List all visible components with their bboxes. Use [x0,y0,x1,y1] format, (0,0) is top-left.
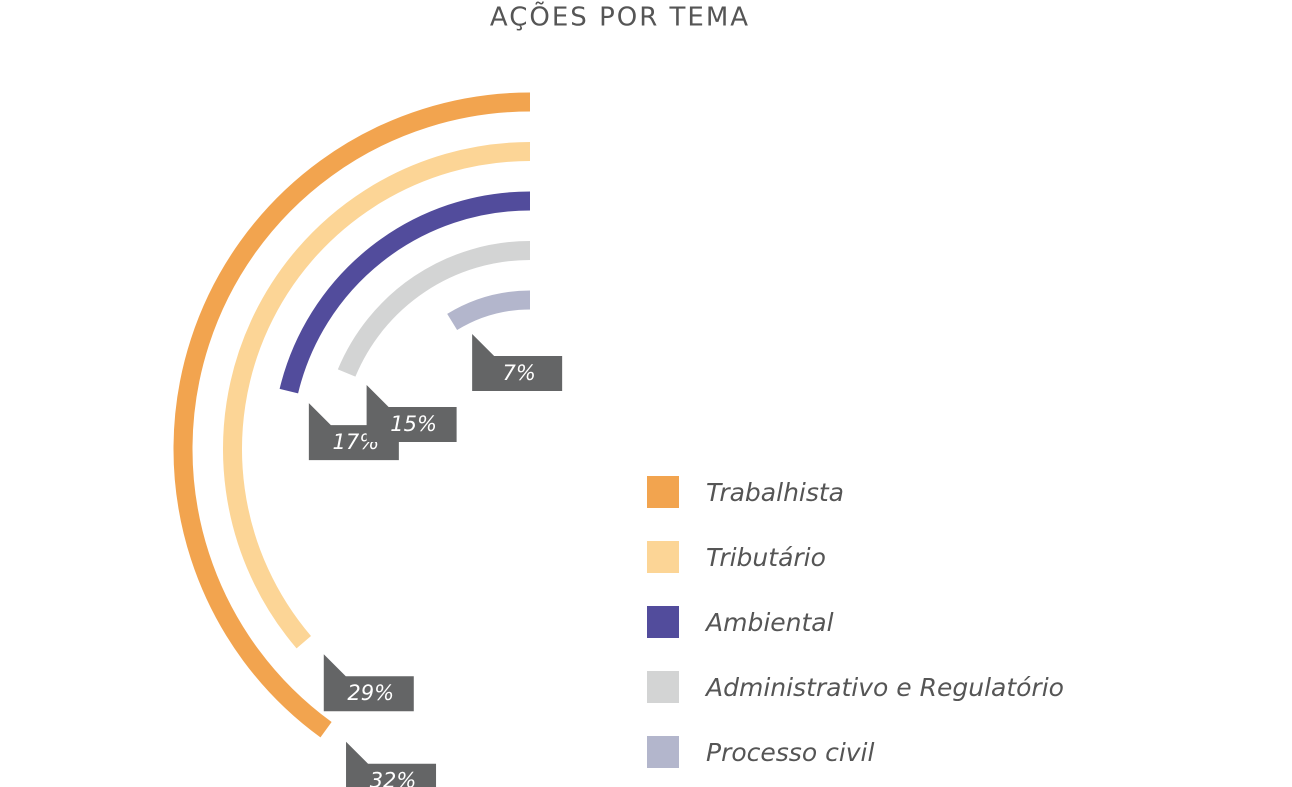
value-label-box [346,741,437,787]
value-label: 7% [502,361,535,385]
legend-swatch [647,606,679,638]
legend-swatch [647,736,679,768]
value-label: 15% [390,412,437,436]
value-label: 32% [370,769,417,787]
legend-label: Trabalhista [706,478,844,507]
value-label: 29% [347,681,394,705]
legend-label: Processo civil [706,738,874,767]
legend-swatch [647,541,679,573]
legend-label: Tributário [706,543,826,572]
chart-title: AÇÕES POR TEMA [490,1,750,33]
radial-bar [223,142,531,649]
legend-label: Ambiental [704,608,834,637]
value-label-box [366,385,457,443]
radial-bar [447,290,531,331]
radial-bar [173,92,531,738]
value-label-box [308,403,399,461]
radial-bar [337,241,531,377]
legend-swatch [647,671,679,703]
value-label-box [472,333,563,391]
legend-label: Administrativo e Regulatório [704,673,1064,702]
legend-swatch [647,476,679,508]
value-label-box [323,654,414,712]
radial-bar [279,191,531,394]
